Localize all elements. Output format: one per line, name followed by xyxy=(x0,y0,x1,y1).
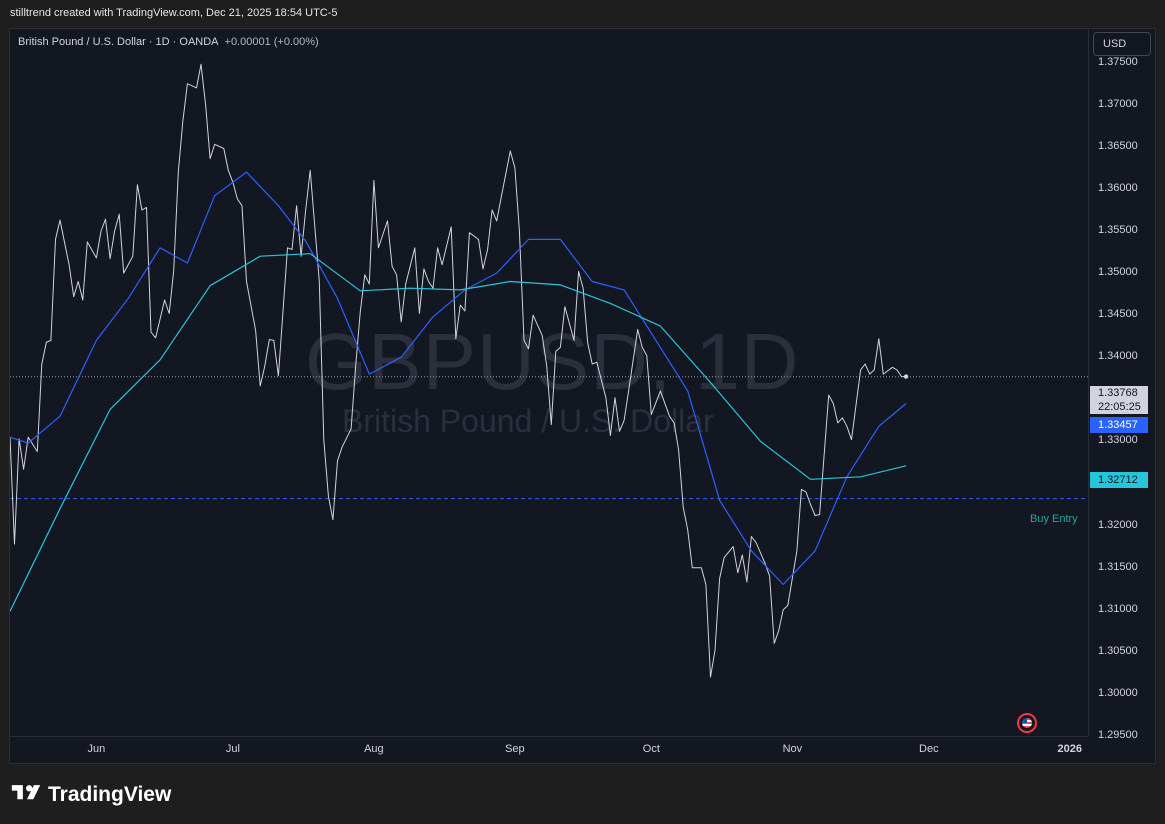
time-tick-label: Aug xyxy=(364,743,384,755)
price-tick-label: 1.32000 xyxy=(1098,518,1138,531)
price-tick-label: 1.31500 xyxy=(1098,560,1138,573)
price-tick-label: 1.30000 xyxy=(1098,686,1138,699)
price-chart[interactable] xyxy=(10,29,1088,736)
ma-fast-series-line[interactable] xyxy=(10,171,907,586)
watermark-ticker: GBPUSD, 1D xyxy=(305,317,800,406)
time-axis[interactable] xyxy=(10,736,1088,764)
buy-entry-label: Buy Entry xyxy=(1030,513,1078,525)
watermark-name: British Pound / U.S. Dollar xyxy=(342,403,714,439)
ma-slow-badge: 1.32712 xyxy=(1090,472,1148,488)
time-tick-label: Jul xyxy=(225,743,240,755)
price-tick-label: 1.34000 xyxy=(1098,350,1138,363)
brand-name: TradingView xyxy=(48,783,172,806)
last-price-dot xyxy=(903,374,909,379)
last-price-value: 1.33768 xyxy=(1098,387,1138,399)
price-tick-label: 1.33000 xyxy=(1098,434,1138,447)
price-tick-label: 1.30500 xyxy=(1098,644,1138,657)
tradingview-logo-icon xyxy=(11,785,41,800)
last-price-badge: 1.33768 22:05:25 xyxy=(1090,386,1148,414)
footer-brand[interactable]: TradingView xyxy=(10,782,171,808)
price-axis[interactable] xyxy=(1088,29,1156,736)
price-tick-label: 1.34500 xyxy=(1098,308,1138,321)
time-tick-label: Jun xyxy=(87,743,106,755)
ma-fast-badge: 1.33457 xyxy=(1090,417,1148,433)
flag-icon[interactable] xyxy=(1017,713,1037,733)
countdown-value: 22:05:25 xyxy=(1098,401,1141,413)
symbol-legend: British Pound / U.S. Dollar · 1D · OANDA… xyxy=(18,36,319,48)
time-tick-label: Oct xyxy=(642,743,660,755)
time-tick-label: Sep xyxy=(505,743,525,755)
price-tick-label: 1.36000 xyxy=(1098,181,1138,194)
attribution-bar: stilltrend created with TradingView.com,… xyxy=(0,0,1165,28)
currency-button[interactable]: USD xyxy=(1093,32,1151,56)
ma-slow-series-line[interactable] xyxy=(10,253,907,612)
price-tick-label: 1.37000 xyxy=(1098,97,1138,110)
time-tick-label: 2026 xyxy=(1057,743,1083,755)
chart-frame xyxy=(9,28,1156,764)
price-tick-label: 1.29500 xyxy=(1098,729,1138,741)
plot-area[interactable] xyxy=(10,29,1088,736)
attribution-text: stilltrend created with TradingView.com,… xyxy=(10,7,338,19)
price-tick-label: 1.37500 xyxy=(1098,55,1138,68)
price-tick-label: 1.35000 xyxy=(1098,266,1138,279)
symbol-line: British Pound / U.S. Dollar · 1D · OANDA xyxy=(18,36,219,48)
price-tick-label: 1.36500 xyxy=(1098,139,1138,152)
time-tick-label: Nov xyxy=(782,743,803,755)
change-text: +0.00001 (+0.00%) xyxy=(224,36,319,48)
price-tick-label: 1.31000 xyxy=(1098,602,1138,615)
price-series-line[interactable] xyxy=(10,63,907,678)
price-tick-label: 1.35500 xyxy=(1098,224,1138,236)
time-tick-label: Dec xyxy=(919,743,939,755)
